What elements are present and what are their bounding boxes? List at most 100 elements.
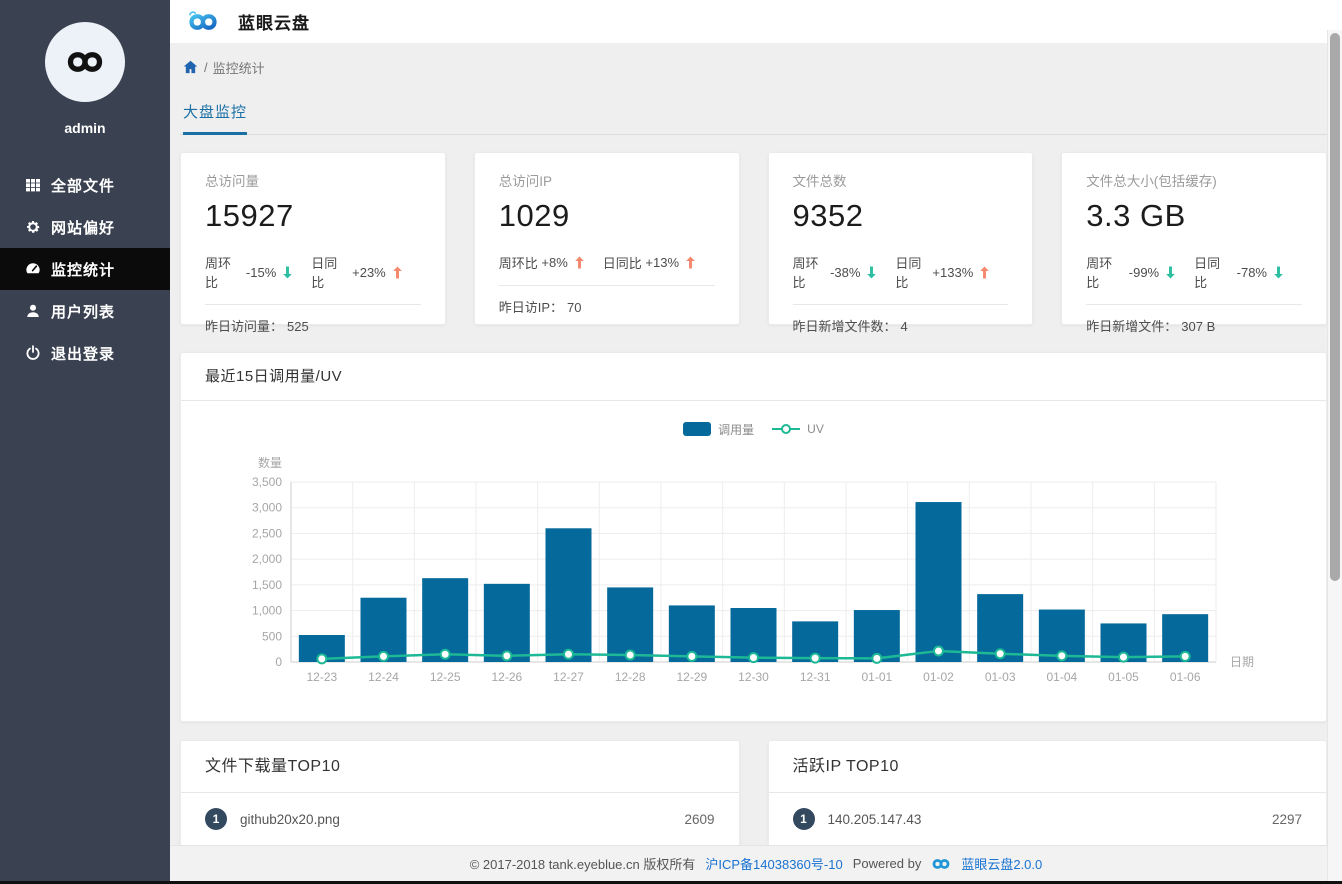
- stat-card-total-files: 文件总数 9352 周环比 -38% 日同比 +133%: [767, 152, 1034, 334]
- arrow-up-icon: [574, 256, 585, 269]
- svg-text:01-03: 01-03: [985, 670, 1016, 684]
- svg-text:12-24: 12-24: [368, 670, 399, 684]
- list-item: 1 github20x20.png 2609: [181, 793, 739, 845]
- powered-by-text: Powered by: [852, 856, 922, 871]
- stat-card-total-size: 文件总大小(包括缓存) 3.3 GB 周环比 -99% 日同比 -78%: [1061, 152, 1327, 334]
- svg-text:500: 500: [262, 629, 282, 643]
- scrollbar-track[interactable]: [1327, 30, 1342, 881]
- arrow-down-icon: [866, 266, 877, 279]
- list-title: 活跃IP TOP10: [768, 741, 1326, 793]
- top-header: 蓝眼云盘: [170, 0, 1342, 43]
- traffic-chart-svg: 0 500 1,000 1,500 2,000 2,500 3,000 3,500 12-23 1…: [252, 455, 1254, 684]
- stat-foot-value: 4: [900, 319, 908, 334]
- stat-label: 总访问量: [205, 174, 259, 189]
- svg-text:01-02: 01-02: [923, 670, 954, 684]
- stat-card-total-visits: 总访问量 15927 周环比 -15% 日同比 +23%: [180, 152, 446, 334]
- username-label: admin: [64, 120, 106, 136]
- sidebar-item-user-list[interactable]: 用户列表: [0, 290, 170, 332]
- sidebar-item-label: 全部文件: [51, 177, 116, 195]
- svg-text:12-25: 12-25: [430, 670, 461, 684]
- svg-text:1,500: 1,500: [252, 578, 282, 592]
- rank-badge: 1: [205, 808, 227, 830]
- svg-text:12-28: 12-28: [615, 670, 646, 684]
- power-icon: [25, 345, 41, 361]
- arrow-down-icon: [1273, 266, 1284, 279]
- svg-text:12-26: 12-26: [491, 670, 522, 684]
- product-version-link[interactable]: 蓝眼云盘2.0.0: [961, 857, 1043, 872]
- visit-count: 2297: [1271, 811, 1302, 827]
- copyright-text: © 2017-2018 tank.eyeblue.cn 版权所有: [469, 857, 696, 872]
- sidebar-item-monitoring-stats[interactable]: 监控统计: [0, 248, 170, 290]
- stat-foot-label: 昨日新增文件数：: [792, 319, 897, 334]
- tab-dashboard-monitor[interactable]: 大盘监控: [183, 101, 248, 135]
- sidebar-item-site-preferences[interactable]: 网站偏好: [0, 206, 170, 248]
- app-logo-icon[interactable]: [180, 7, 226, 37]
- legend-label: 调用量: [718, 422, 755, 437]
- sidebar-menu: 全部文件 网站偏好 监控统计: [0, 164, 170, 374]
- sidebar-item-label: 用户列表: [51, 303, 116, 321]
- grid-icon: [25, 177, 41, 193]
- stat-value: 9352: [792, 198, 864, 233]
- file-name: github20x20.png: [240, 811, 340, 827]
- arrow-up-icon: [392, 266, 403, 279]
- svg-text:2,000: 2,000: [252, 552, 282, 566]
- day-trend-label: 日同比: [602, 256, 642, 271]
- stat-card-total-ips: 总访问IP 1029 周环比 +8% 日同比 +13%: [473, 152, 740, 325]
- chart-title: 最近15日调用量/UV: [181, 353, 1326, 401]
- stat-label: 文件总大小(包括缓存): [1086, 174, 1217, 189]
- file-downloads-top10-card: 文件下载量TOP10 1 github20x20.png 2609: [180, 740, 740, 846]
- stat-cards-row: 总访问量 15927 周环比 -15% 日同比 +23%: [180, 152, 1327, 334]
- legend-item-calls[interactable]: 调用量: [683, 421, 754, 438]
- week-trend-value: -15%: [245, 264, 277, 280]
- app-title: 蓝眼云盘: [238, 14, 310, 33]
- day-trend-label: 日同比: [895, 256, 922, 290]
- arrow-down-icon: [282, 266, 293, 279]
- svg-text:01-04: 01-04: [1046, 670, 1077, 684]
- stat-label: 总访问IP: [498, 174, 553, 189]
- svg-text:3,000: 3,000: [252, 501, 282, 515]
- svg-text:3,500: 3,500: [252, 475, 282, 489]
- svg-text:12-23: 12-23: [306, 670, 337, 684]
- main-area: 蓝眼云盘 / 监控统计 大盘监控 总访问量 15927 周环比 -15%: [170, 0, 1342, 884]
- bar-swatch-icon: [683, 422, 712, 436]
- day-trend-label: 日同比: [1194, 256, 1221, 290]
- week-trend-value: -99%: [1128, 264, 1160, 280]
- footer: © 2017-2018 tank.eyeblue.cn 版权所有 沪ICP备14…: [170, 845, 1342, 881]
- user-avatar: [45, 22, 125, 102]
- list-title: 文件下载量TOP10: [181, 741, 739, 793]
- dashboard-icon: [25, 261, 41, 277]
- window-bottom-edge: [0, 881, 1342, 884]
- week-trend-label: 周环比: [792, 256, 819, 290]
- sidebar-item-all-files[interactable]: 全部文件: [0, 164, 170, 206]
- svg-text:0: 0: [275, 655, 282, 669]
- chart-legend: 调用量 UV: [181, 419, 1326, 439]
- icp-link[interactable]: 沪ICP备14038360号-10: [705, 857, 843, 872]
- day-trend-value: +23%: [352, 264, 386, 280]
- arrow-up-icon: [979, 266, 990, 279]
- stat-value: 1029: [498, 198, 570, 233]
- legend-item-uv[interactable]: UV: [772, 422, 824, 436]
- week-trend-value: -38%: [830, 264, 861, 280]
- sidebar-item-logout[interactable]: 退出登录: [0, 332, 170, 374]
- sidebar-item-label: 网站偏好: [51, 219, 116, 237]
- day-trend-value: +13%: [645, 255, 680, 270]
- arrow-up-icon: [685, 256, 696, 269]
- svg-text:12-29: 12-29: [676, 670, 707, 684]
- stat-foot-label: 昨日新增文件：: [1086, 319, 1178, 334]
- day-trend-value: -78%: [1236, 264, 1267, 280]
- stat-foot-value: 70: [567, 300, 582, 315]
- svg-text:1,000: 1,000: [252, 604, 282, 618]
- scrollbar-thumb[interactable]: [1330, 33, 1340, 581]
- top-lists-row: 文件下载量TOP10 1 github20x20.png 2609 活跃IP T…: [180, 740, 1327, 846]
- svg-text:01-05: 01-05: [1108, 670, 1139, 684]
- week-trend-value: +8%: [541, 255, 568, 270]
- day-trend-label: 日同比: [311, 256, 338, 290]
- breadcrumb-current: 监控统计: [212, 60, 265, 76]
- sidebar-item-label: 退出登录: [51, 345, 116, 363]
- stat-label: 文件总数: [792, 174, 847, 189]
- svg-text:2,500: 2,500: [252, 526, 282, 540]
- home-icon[interactable]: [183, 60, 198, 74]
- week-trend-label: 周环比: [205, 256, 232, 290]
- stat-foot-label: 昨日访问量：: [205, 319, 284, 334]
- svg-text:12-27: 12-27: [553, 670, 584, 684]
